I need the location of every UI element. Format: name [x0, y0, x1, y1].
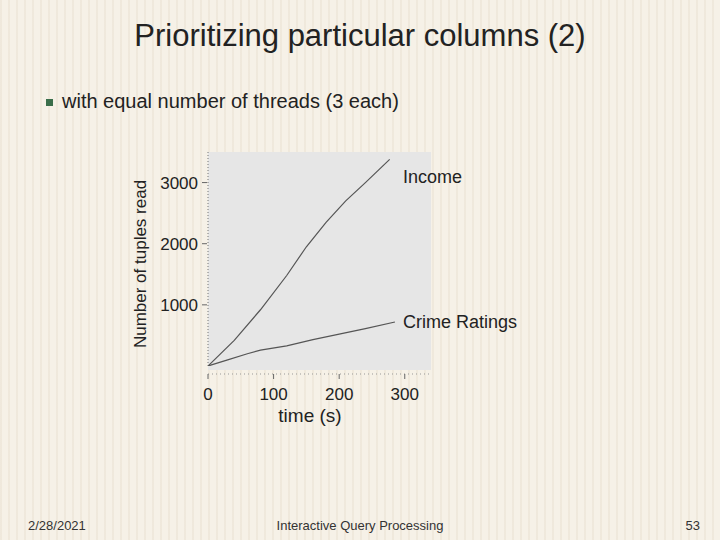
y-axis-label: Number of tuples read — [131, 180, 150, 348]
x-tick-label: 200 — [325, 385, 353, 404]
series-line — [208, 159, 390, 366]
series-label: Income — [403, 167, 462, 187]
y-tick — [202, 304, 207, 305]
x-tick — [339, 374, 340, 379]
page-number: 53 — [686, 518, 700, 533]
x-tick — [208, 374, 209, 379]
x-axis-line — [208, 374, 431, 375]
y-tick — [202, 243, 207, 244]
y-tick-label: 3000 — [160, 174, 198, 193]
x-tick-label: 0 — [203, 385, 212, 404]
slide-title: Prioritizing particular columns (2) — [134, 18, 585, 53]
y-tick-label: 2000 — [160, 235, 198, 254]
slide: Prioritizing particular columns (2) with … — [0, 0, 720, 540]
x-tick-label: 100 — [259, 385, 287, 404]
x-axis-label: time (s) — [278, 405, 341, 426]
x-tick — [273, 374, 274, 379]
y-tick-label: 1000 — [160, 296, 198, 315]
x-tick-label: 300 — [391, 385, 419, 404]
series-line — [208, 322, 395, 366]
y-axis-line — [208, 152, 209, 366]
y-tick — [202, 182, 207, 183]
series-group — [208, 159, 395, 366]
series-label: Crime Ratings — [403, 312, 517, 332]
plot-area — [208, 152, 431, 370]
bullet-marker — [46, 99, 53, 106]
footer-date: 2/28/2021 — [28, 518, 86, 533]
bullet-text: with equal number of threads (3 each) — [61, 90, 399, 112]
x-tick — [404, 374, 405, 379]
footer-text: Interactive Query Processing — [277, 518, 444, 533]
